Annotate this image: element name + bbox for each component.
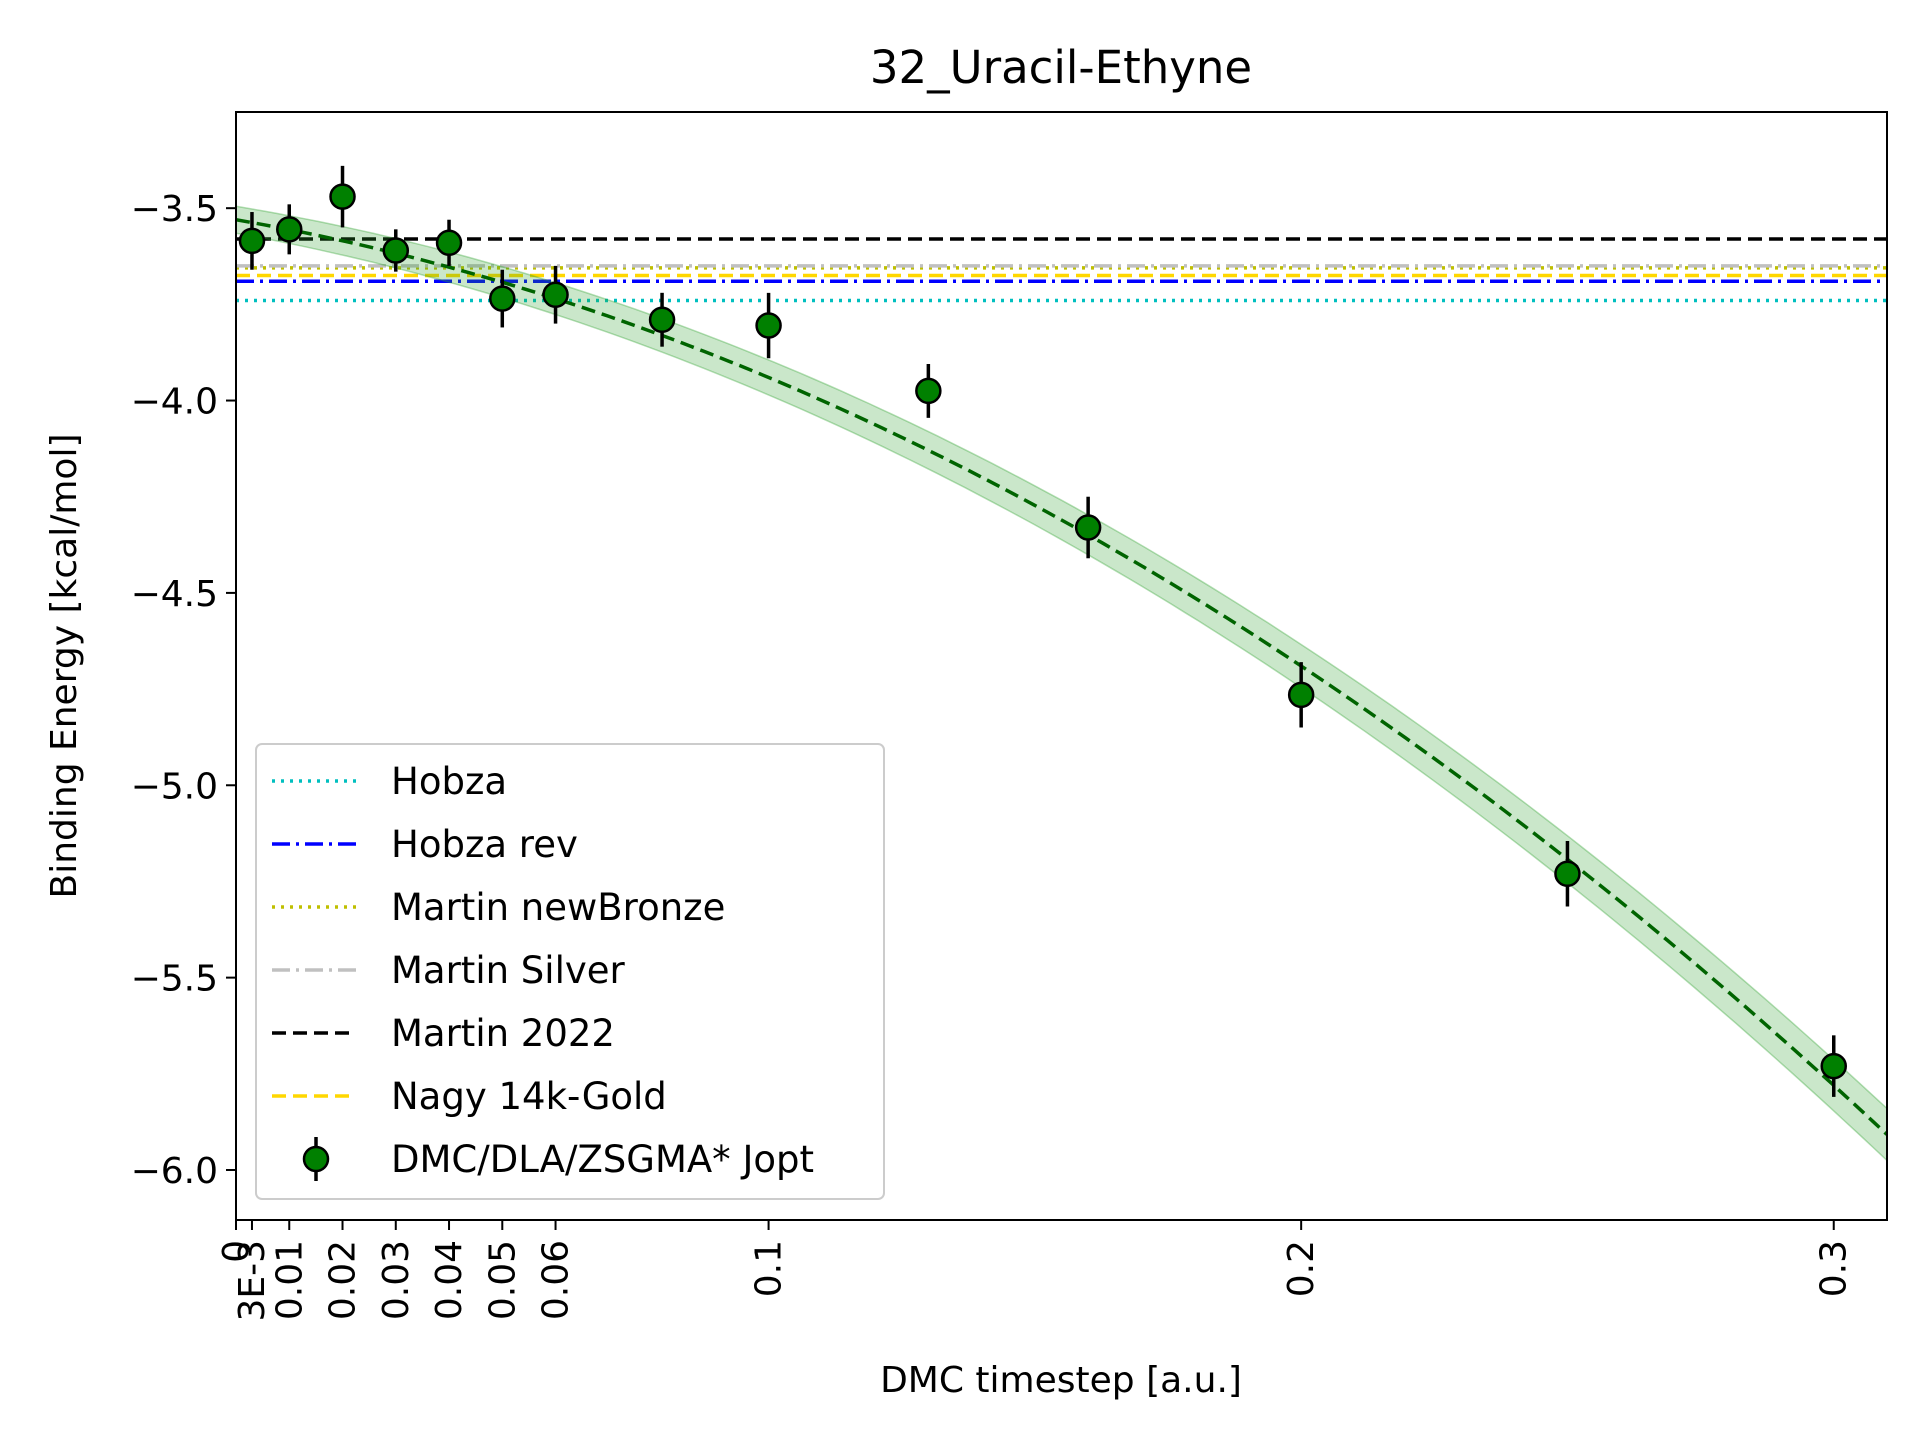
- x-tick-label: 0.02: [323, 1240, 364, 1320]
- data-point: [755, 292, 782, 359]
- point-marker: [238, 227, 266, 255]
- x-tick-label: 0.01: [269, 1240, 310, 1320]
- y-tick-label: −4.0: [131, 382, 218, 423]
- legend-swatch: [302, 1145, 330, 1173]
- point-marker: [489, 285, 516, 312]
- chart-title: 32_Uracil-Ethyne: [870, 41, 1252, 94]
- legend-label: Martin Silver: [391, 949, 626, 992]
- y-axis-label: Binding Energy [kcal/mol]: [44, 434, 85, 899]
- point-marker: [648, 306, 676, 333]
- x-tick-label: 0.04: [429, 1240, 470, 1320]
- data-point: [1554, 841, 1581, 907]
- data-point: [238, 212, 266, 270]
- point-marker: [542, 281, 569, 308]
- data-point: [542, 265, 569, 324]
- point-marker: [435, 229, 463, 257]
- x-axis-label: DMC timestep [a.u.]: [880, 1360, 1242, 1401]
- data-point: [1287, 662, 1315, 728]
- legend-entry: Martin newBronze: [272, 886, 725, 929]
- y-tick-label: −5.0: [131, 766, 218, 807]
- plot-frame: [235, 111, 1888, 1221]
- point-marker: [915, 377, 942, 405]
- y-tick-label: −5.5: [131, 959, 218, 1000]
- legend-label: Hobza: [391, 760, 507, 803]
- legend-label: DMC/DLA/ZSGMA* Jopt: [391, 1138, 814, 1181]
- point-marker: [1074, 514, 1102, 541]
- legend-label: Martin 2022: [391, 1012, 615, 1055]
- fit-curve-group: [236, 205, 1887, 1162]
- point-marker: [1820, 1052, 1847, 1080]
- x-tick-label: 0.06: [536, 1240, 577, 1320]
- legend-entry: Martin 2022: [272, 1012, 615, 1055]
- fit-curve: [236, 217, 1887, 1136]
- point-marker: [276, 216, 303, 243]
- legend-label: Hobza rev: [391, 823, 578, 866]
- legend-entry: Hobza: [272, 760, 507, 803]
- point-marker: [382, 237, 410, 264]
- data-point: [382, 229, 410, 272]
- fit-confidence-band: [236, 205, 1887, 1162]
- data-point: [915, 363, 942, 418]
- legend-entry: Martin Silver: [272, 949, 626, 992]
- y-tick-label: −3.5: [131, 189, 218, 230]
- legend-label: Martin newBronze: [391, 886, 725, 929]
- data-point: [1820, 1035, 1847, 1097]
- data-point: [329, 165, 356, 228]
- x-axis: 03E-30.01 0.02 0.03 0.04 0.05 0.06 0.1 0.2 0.3: [216, 1220, 1855, 1322]
- legend-entry: Hobza rev: [272, 823, 578, 866]
- point-marker: [1554, 860, 1581, 887]
- legend-box: [255, 743, 885, 1200]
- x-tick-label: 0.05: [482, 1240, 523, 1320]
- point-marker: [1287, 681, 1315, 709]
- y-tick-label: −6.0: [131, 1151, 218, 1192]
- legend-entry: Nagy 14k-Gold: [272, 1075, 667, 1118]
- data-points: [238, 165, 1847, 1097]
- y-axis: −3.5 −4.0 −4.5 −5.0 −5.5 −6.0: [131, 189, 236, 1192]
- legend: Hobza Hobza rev Martin newBronze Martin Sil…: [255, 743, 885, 1200]
- x-tick-label: 0: [216, 1240, 257, 1263]
- legend-entry: DMC/DLA/ZSGMA* Jopt: [302, 1137, 814, 1181]
- data-point: [276, 204, 303, 255]
- data-point: [489, 269, 516, 328]
- y-tick-label: −4.5: [131, 574, 218, 615]
- x-tick-label: 0.1: [749, 1240, 790, 1297]
- point-marker: [755, 312, 782, 339]
- data-point: [1074, 496, 1102, 559]
- x-tick-label: 0.3: [1814, 1240, 1855, 1297]
- x-tick-label: 0.03: [376, 1240, 417, 1320]
- legend-label: Nagy 14k-Gold: [391, 1075, 667, 1118]
- x-tick-label: 0.2: [1281, 1240, 1322, 1297]
- reference-lines: [236, 237, 1887, 303]
- data-point: [435, 219, 463, 266]
- x-tick-label: 3E-3: [232, 1240, 273, 1322]
- point-marker: [329, 183, 356, 210]
- data-point: [648, 292, 676, 347]
